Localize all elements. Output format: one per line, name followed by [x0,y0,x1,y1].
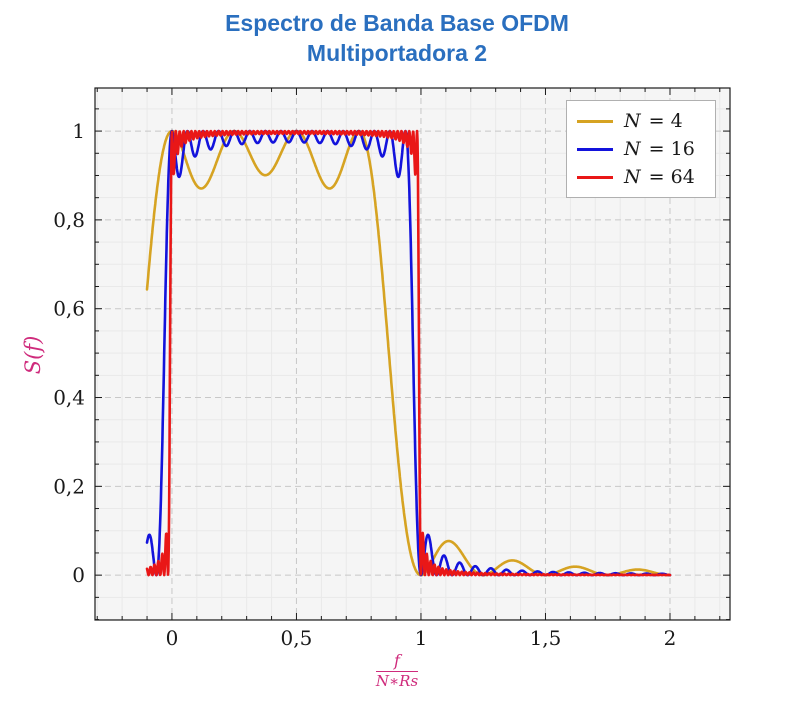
y-tick-label: 0,6 [53,297,85,321]
plot-frame [94,87,731,621]
chart-title: Espectro de Banda Base OFDM Multiportado… [0,8,794,68]
legend-entry: N = 16 [567,135,715,163]
x-axis-label-denominator: N∗Rs [375,672,419,690]
y-tick-label: 0 [72,563,85,587]
legend-label: N = 64 [624,166,695,188]
x-tick-label: 1 [415,626,428,650]
x-axis-label-numerator: f [375,652,419,672]
legend-line-sample [577,147,613,151]
legend-label: N = 4 [624,110,683,132]
y-axis-label: S(f) [21,335,45,375]
x-tick-label: 2 [664,626,677,650]
y-tick-label: 0,8 [53,208,85,232]
x-axis-label: f N∗Rs [0,652,794,690]
curves-group [145,129,672,577]
y-tick-label: 0,4 [53,386,85,410]
x-tick-label: 1,5 [530,626,562,650]
x-axis-label-fraction: f N∗Rs [375,652,419,690]
legend-label: N = 16 [624,138,695,160]
y-tick-label: 1 [72,119,85,143]
legend-line-sample [577,175,613,179]
legend-line-sample [577,119,613,123]
curve-N-64 [145,129,672,577]
legend-entry: N = 64 [567,163,715,191]
legend-entry: N = 4 [567,107,715,135]
y-tick-label: 0,2 [53,474,85,498]
legend: N = 4 N = 16 N = 64 [566,100,716,198]
chart-title-line2: Multiportadora 2 [306,40,488,66]
x-tick-label: 0,5 [281,626,313,650]
chart-title-line1: Espectro de Banda Base OFDM [225,10,569,36]
x-tick-label: 0 [166,626,179,650]
